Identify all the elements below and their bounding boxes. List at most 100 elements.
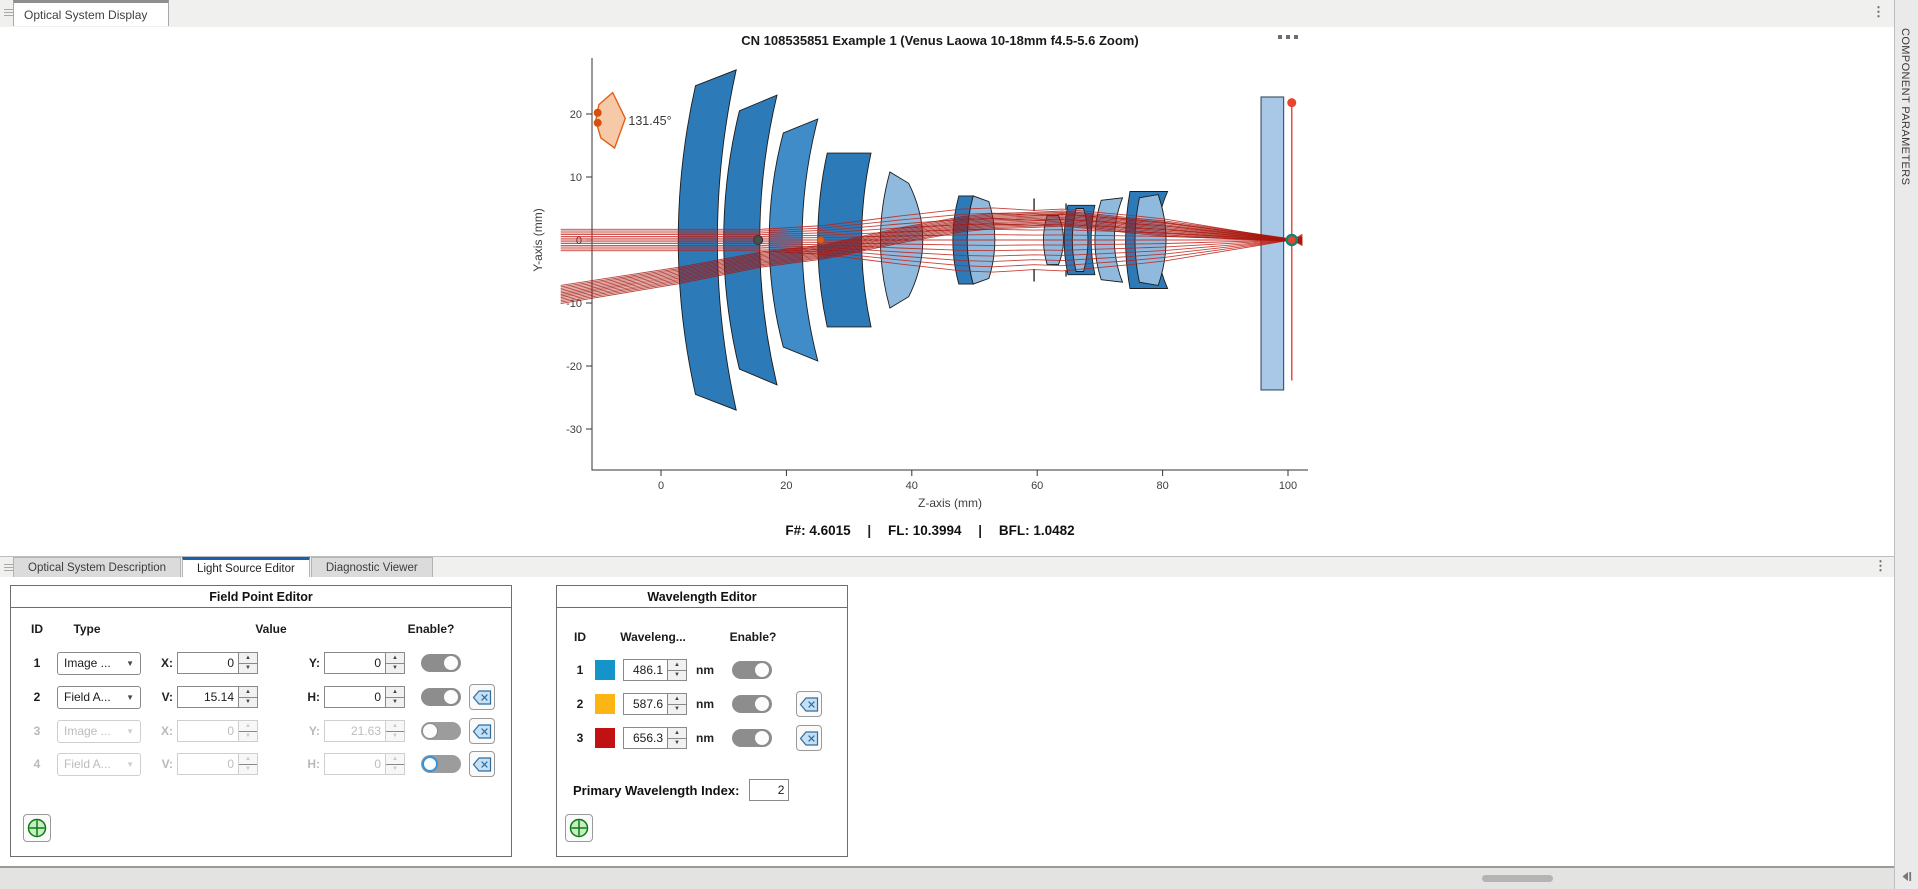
- spinner-up-icon[interactable]: ▲: [392, 688, 398, 695]
- spinner-buttons[interactable]: ▲ ▼: [239, 720, 258, 742]
- x-tick-label: 80: [1156, 480, 1168, 492]
- optical-system-display-panel: CN 108535851 Example 1 (Venus Laowa 10-1…: [0, 27, 1894, 556]
- field-type-dropdown[interactable]: Field A... ▼: [57, 685, 141, 709]
- spinner-buttons[interactable]: ▲ ▼: [386, 686, 405, 708]
- ray-trace-line: [560, 214, 1303, 291]
- column-header-enable: Enable?: [729, 630, 777, 644]
- image-height-dot: [1287, 98, 1297, 108]
- y-axis-label: Y-axis (mm): [531, 208, 545, 272]
- panel-grip-icon[interactable]: [4, 9, 13, 16]
- panel-menu-kebab-icon[interactable]: ⋮: [1872, 4, 1885, 19]
- tab-diagnostic-viewer[interactable]: Diagnostic Viewer: [310, 557, 433, 578]
- add-wavelength-button[interactable]: [565, 814, 593, 842]
- dropdown-selected-label: Image ...: [64, 656, 111, 670]
- spinner-down-icon[interactable]: ▼: [239, 730, 257, 742]
- tab-optical-system-description[interactable]: Optical System Description: [13, 557, 182, 578]
- column-header-type: Type: [73, 622, 101, 636]
- field-type-dropdown: Field A... ▼: [57, 752, 141, 776]
- value1-input[interactable]: [177, 686, 239, 708]
- field-type-dropdown[interactable]: Image ... ▼: [57, 651, 141, 675]
- wavelength-input[interactable]: [623, 659, 668, 681]
- enable-toggle[interactable]: [421, 654, 461, 672]
- value2-input[interactable]: [324, 652, 386, 674]
- spinner-up-icon[interactable]: ▲: [245, 755, 251, 762]
- spinner-up-icon[interactable]: ▲: [245, 654, 251, 661]
- spinner-buttons[interactable]: ▲ ▼: [386, 652, 405, 674]
- spinner-down-icon[interactable]: ▼: [668, 737, 686, 749]
- column-header-id: ID: [31, 622, 43, 636]
- delete-row-button[interactable]: [796, 691, 822, 717]
- group-title: Field Point Editor: [11, 586, 511, 608]
- spinner-up-icon[interactable]: ▲: [674, 695, 680, 702]
- spinner-down-icon[interactable]: ▼: [668, 669, 686, 681]
- enable-toggle[interactable]: [732, 695, 772, 713]
- spinner-buttons[interactable]: ▲ ▼: [239, 686, 258, 708]
- spinner-down-icon[interactable]: ▼: [239, 763, 257, 775]
- spinner-buttons[interactable]: ▲ ▼: [668, 693, 687, 715]
- chevron-down-icon: ▼: [126, 692, 134, 702]
- horizontal-scrollbar-thumb[interactable]: [1482, 875, 1553, 882]
- tab-light-source-editor[interactable]: Light Source Editor: [182, 557, 310, 578]
- spinner-down-icon[interactable]: ▼: [239, 662, 257, 674]
- spinner-buttons[interactable]: ▲ ▼: [386, 753, 405, 775]
- ray-trace-line: [560, 224, 1303, 303]
- panel-grip-icon[interactable]: [4, 564, 13, 571]
- spinner-up-icon[interactable]: ▲: [245, 688, 251, 695]
- value2-input[interactable]: [324, 686, 386, 708]
- spinner-buttons[interactable]: ▲ ▼: [386, 720, 405, 742]
- panel-menu-kebab-icon[interactable]: ⋮: [1874, 558, 1887, 573]
- enable-toggle[interactable]: [421, 722, 461, 740]
- wavelength-editor-group: Wavelength Editor ID Waveleng... Enable?…: [556, 585, 848, 857]
- spinner-down-icon[interactable]: ▼: [386, 662, 404, 674]
- spinner-down-icon[interactable]: ▼: [386, 763, 404, 775]
- delete-row-button[interactable]: [796, 725, 822, 751]
- ray-trace-line: [560, 216, 1303, 294]
- value2-input: [324, 753, 386, 775]
- primary-wavelength-input[interactable]: [749, 779, 790, 801]
- enable-toggle[interactable]: [732, 729, 772, 747]
- spinner-up-icon[interactable]: ▲: [245, 722, 251, 729]
- spinner-buttons[interactable]: ▲ ▼: [668, 659, 687, 681]
- wavelength-input[interactable]: [623, 693, 668, 715]
- add-field-point-button[interactable]: [23, 814, 51, 842]
- spinner-down-icon[interactable]: ▼: [386, 696, 404, 708]
- row-id: 3: [576, 731, 584, 745]
- row-id: 1: [33, 656, 41, 670]
- tab-optical-system-display[interactable]: Optical System Display: [13, 0, 169, 26]
- expand-panel-icon[interactable]: [1900, 870, 1913, 883]
- toggle-knob: [754, 730, 770, 746]
- axes-toolbar-ellipsis-icon[interactable]: [1278, 35, 1298, 39]
- enable-toggle[interactable]: [421, 688, 461, 706]
- light-source-editor-panel: Field Point Editor ID Type Value Enable?…: [0, 577, 1894, 866]
- spinner-buttons[interactable]: ▲ ▼: [668, 727, 687, 749]
- spinner-up-icon[interactable]: ▲: [392, 755, 398, 762]
- component-parameters-tab[interactable]: COMPONENT PARAMETERS: [1899, 28, 1911, 186]
- delete-row-button[interactable]: [469, 684, 495, 710]
- spinner-down-icon[interactable]: ▼: [239, 696, 257, 708]
- spinner-up-icon[interactable]: ▲: [674, 729, 680, 736]
- toggle-knob: [754, 662, 770, 678]
- value2-input: [324, 720, 386, 742]
- primary-wavelength-label: Primary Wavelength Index:: [573, 782, 740, 798]
- spinner-up-icon[interactable]: ▲: [392, 722, 398, 729]
- toggle-knob: [422, 756, 438, 772]
- wavelength-row: 3 ▲▼ nm: [557, 725, 847, 751]
- wavelength-input[interactable]: [623, 727, 668, 749]
- value1-input[interactable]: [177, 652, 239, 674]
- ray-trace-line: [560, 218, 1303, 295]
- enable-toggle[interactable]: [421, 755, 461, 773]
- group-title: Wavelength Editor: [557, 586, 847, 608]
- spinner-buttons[interactable]: ▲ ▼: [239, 652, 258, 674]
- delete-row-button[interactable]: [469, 718, 495, 744]
- spinner-up-icon[interactable]: ▲: [392, 654, 398, 661]
- spinner-down-icon[interactable]: ▼: [668, 703, 686, 715]
- spinner-buttons[interactable]: ▲ ▼: [239, 753, 258, 775]
- enable-toggle[interactable]: [732, 661, 772, 679]
- delete-row-button[interactable]: [469, 751, 495, 777]
- spinner-down-icon[interactable]: ▼: [386, 730, 404, 742]
- top-tab-bar: Optical System Display ⋮: [0, 0, 1894, 28]
- spinner-up-icon[interactable]: ▲: [674, 661, 680, 668]
